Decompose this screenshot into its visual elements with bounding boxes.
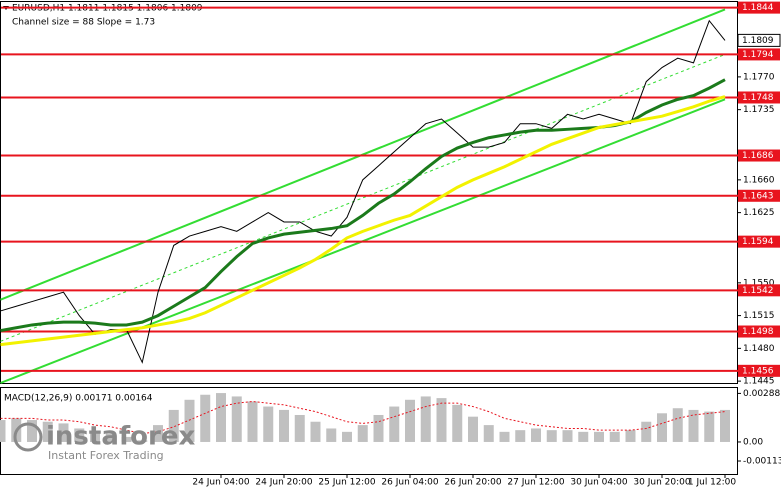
macd-signal <box>0 400 726 435</box>
macd-bar <box>531 428 541 442</box>
level-tag <box>738 284 780 297</box>
y-tick-label: 1.1625 <box>743 208 775 218</box>
watermark-brand: instaforex <box>46 422 196 452</box>
level-tag <box>738 149 780 162</box>
x-tick-label: 26 Jun 04:00 <box>381 478 438 488</box>
macd-bar <box>641 421 652 442</box>
y-tick-label: 1.1515 <box>743 311 775 321</box>
level-tag <box>738 235 780 248</box>
macd-bar <box>499 431 510 442</box>
macd-bar <box>279 409 289 442</box>
macd-bar <box>405 399 415 442</box>
macd-bar <box>420 396 431 442</box>
macd-bar <box>27 420 37 442</box>
y-tick-label: 1.1770 <box>743 72 775 82</box>
macd-bar <box>704 411 715 442</box>
macd-title: MACD(12,26,9) 0.00171 0.00164 <box>4 394 153 404</box>
y-tick-label: 1.1660 <box>743 175 775 185</box>
level-label: 1.1643 <box>742 191 774 201</box>
macd-bar <box>200 394 211 442</box>
macd-bar <box>216 393 226 442</box>
macd-bar <box>720 409 730 442</box>
macd-bar <box>168 409 179 442</box>
macd-bar <box>231 396 242 442</box>
macd-bar <box>294 414 305 442</box>
macd-bar <box>672 408 683 442</box>
macd-bar <box>389 406 400 442</box>
macd-bar <box>247 401 258 442</box>
level-tag <box>738 1 780 14</box>
x-tick-label: 30 Jun 20:00 <box>633 478 690 488</box>
macd-bar <box>436 398 447 442</box>
macd-bar <box>74 428 85 442</box>
x-tick-label: 24 Jun 20:00 <box>255 478 312 488</box>
macd-bar <box>184 399 195 442</box>
macd-bar <box>58 423 69 442</box>
macd-bar <box>468 416 478 442</box>
watermark-tagline: Instant Forex Trading <box>48 449 164 462</box>
y-tick-label: 1.1445 <box>743 377 775 387</box>
price-frame <box>0 1 738 384</box>
level-label: 1.1686 <box>742 151 774 161</box>
level-label: 1.1794 <box>742 50 774 60</box>
moving-average <box>0 95 726 347</box>
current-price-label: 1.1809 <box>742 36 774 46</box>
macd-bar <box>121 436 132 442</box>
macd-bar <box>546 430 557 442</box>
macd-bar <box>657 413 667 442</box>
macd-bar <box>0 420 6 442</box>
macd-bar <box>373 414 384 442</box>
macd-bar <box>105 433 116 442</box>
level-tag <box>738 364 780 377</box>
macd-bar <box>594 431 604 442</box>
x-tick-label: 24 Jun 04:00 <box>192 478 249 488</box>
y-tick-label: 1.1735 <box>743 105 775 115</box>
macd-bar <box>326 428 337 442</box>
level-label: 1.1748 <box>742 93 774 103</box>
level-tag <box>738 189 780 202</box>
macd-bar <box>452 404 463 442</box>
level-tag <box>738 325 780 338</box>
chart-subtitle: Channel size = 88 Slope = 1.73 <box>12 18 155 28</box>
x-tick-label: 25 Jun 12:00 <box>318 478 375 488</box>
y-tick-label: 0.00288 <box>743 389 780 399</box>
macd-bar <box>342 431 352 442</box>
macd-bar <box>688 409 699 442</box>
watermark: instaforex Instant Forex Trading <box>13 422 196 462</box>
y-tick-label: -0.00113 <box>743 457 781 467</box>
macd-bar <box>609 431 620 442</box>
x-tick-label: 26 Jun 20:00 <box>444 478 501 488</box>
macd-bar <box>483 425 494 442</box>
level-label: 1.1456 <box>742 366 774 376</box>
channel-midline <box>0 53 726 342</box>
x-tick-label: 30 Jun 04:00 <box>570 478 627 488</box>
level-label: 1.1498 <box>742 327 774 337</box>
y-tick-label: 0.00 <box>743 437 763 447</box>
current-price-tag <box>737 33 781 47</box>
macd-bar <box>137 440 148 442</box>
macd-bar <box>90 431 100 442</box>
macd-bar <box>515 430 526 442</box>
macd-bar <box>263 406 274 442</box>
level-tag <box>738 48 780 61</box>
macd-bar <box>625 430 636 442</box>
macd-bar <box>578 431 589 442</box>
level-label: 1.1594 <box>742 237 774 247</box>
x-tick-label: 1 Jul 12:00 <box>688 478 737 488</box>
macd-bar <box>310 421 321 442</box>
level-tag <box>738 91 780 104</box>
macd-bar <box>42 421 53 442</box>
y-tick-label: 1.1480 <box>743 344 775 354</box>
macd-bar <box>357 425 368 442</box>
level-label: 1.1542 <box>742 286 774 296</box>
macd-bar <box>562 430 573 442</box>
macd-bar <box>153 425 163 442</box>
logo-icon <box>13 422 43 452</box>
x-tick-label: 27 Jun 12:00 <box>507 478 564 488</box>
level-label: 1.1844 <box>742 3 774 13</box>
y-tick-label: 1.1550 <box>743 278 775 288</box>
